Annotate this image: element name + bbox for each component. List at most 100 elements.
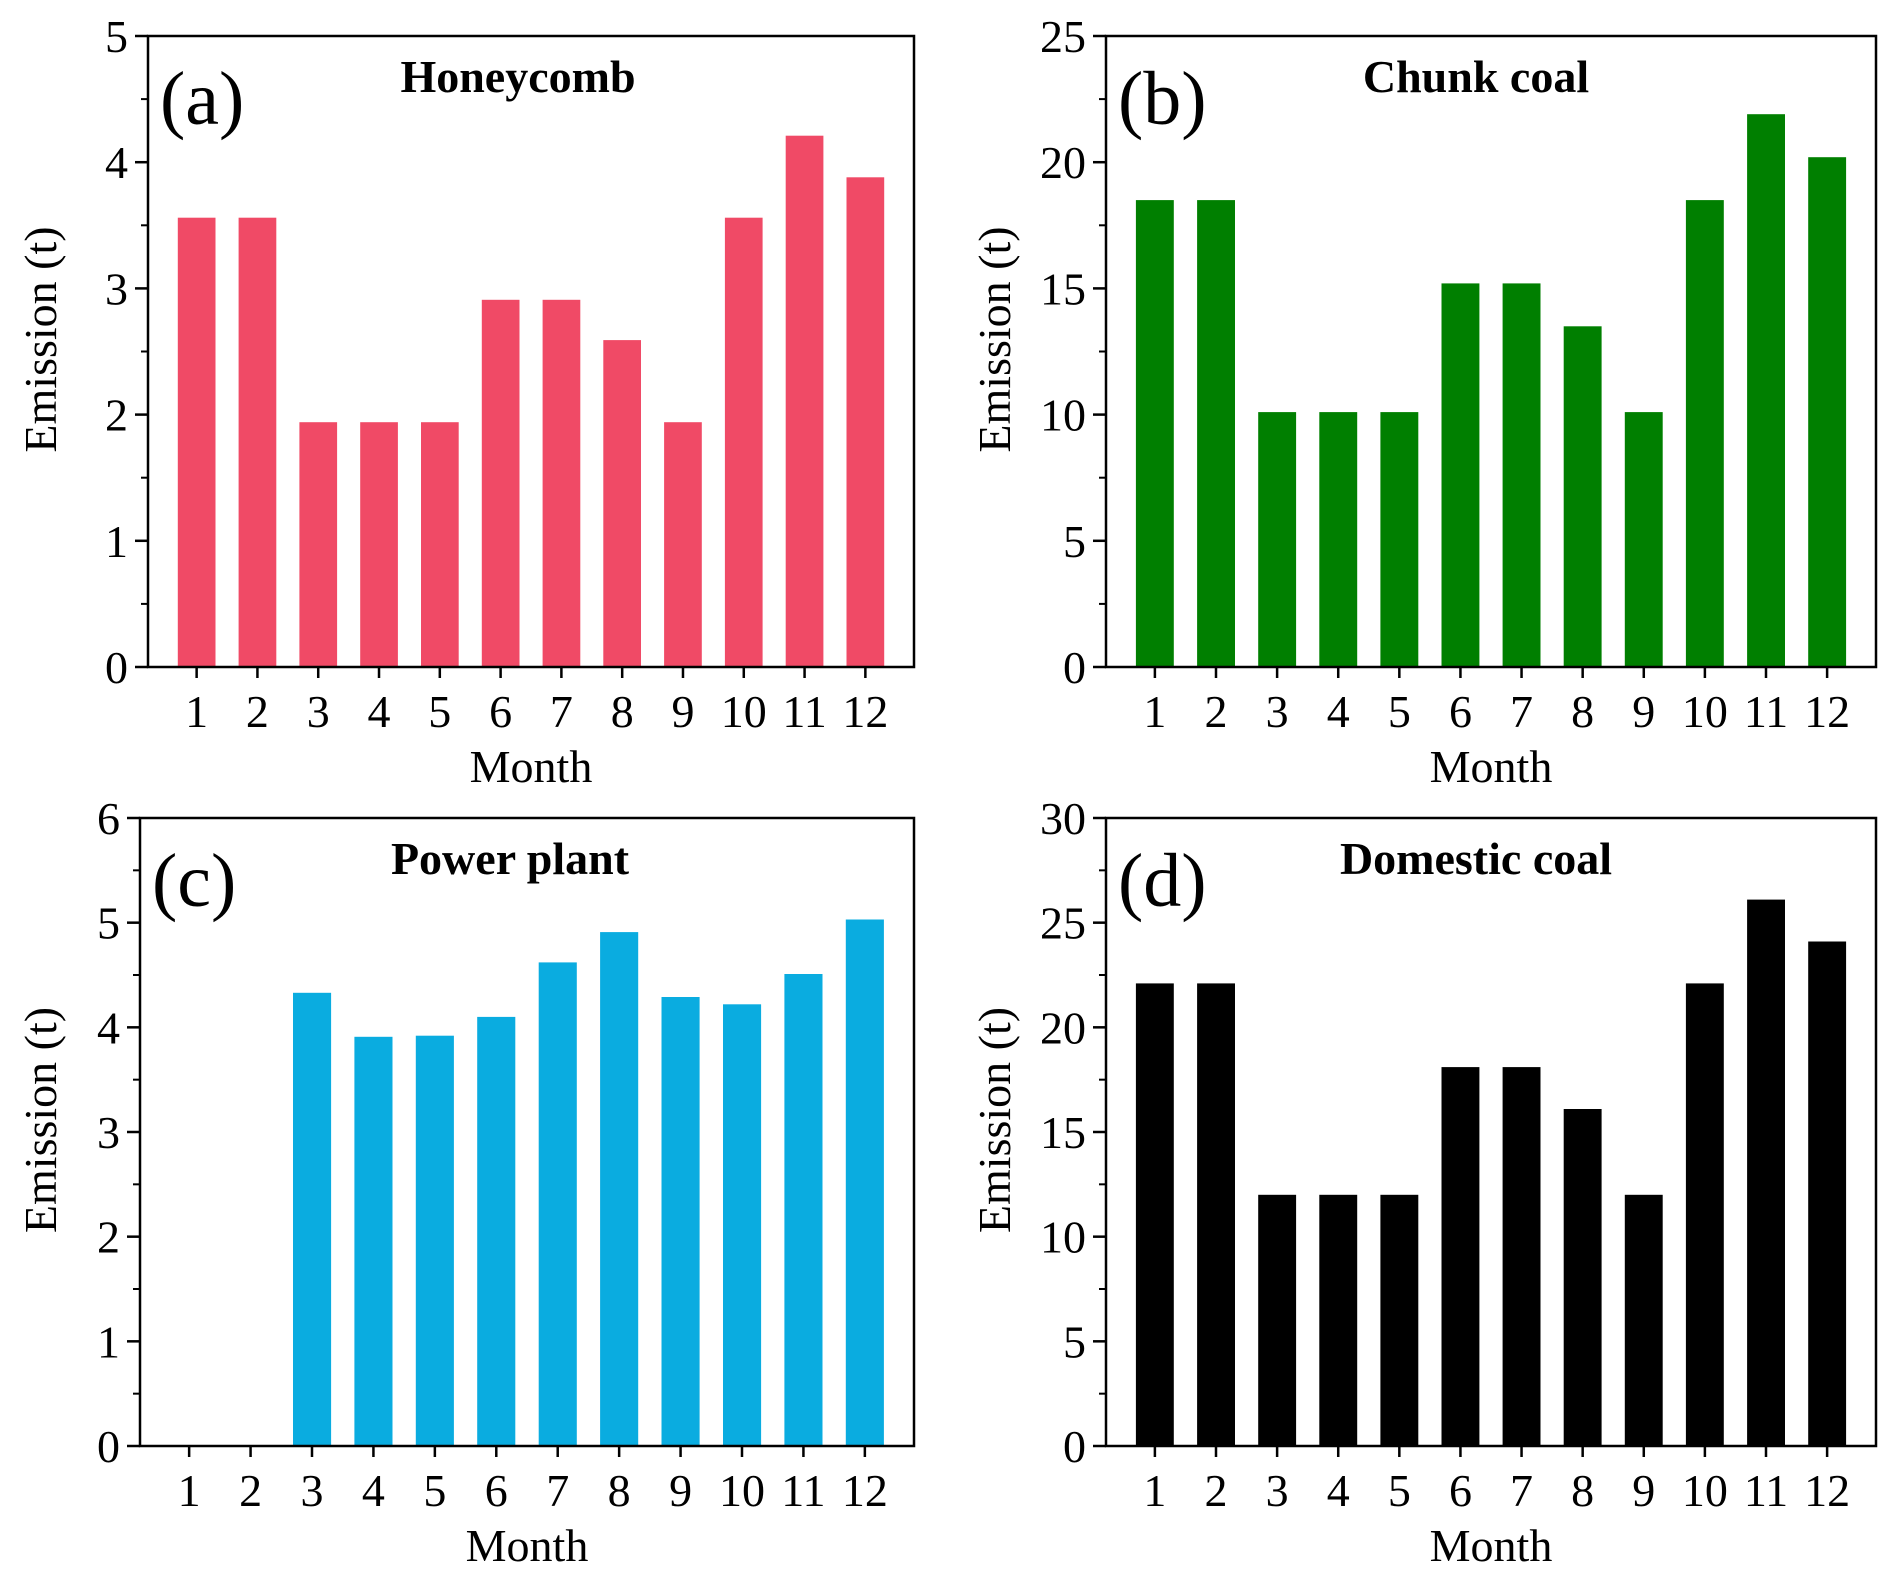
bar-month-12 <box>845 919 884 1446</box>
x-tick-label: 2 <box>1205 1465 1228 1516</box>
bar-month-8 <box>1563 326 1602 667</box>
y-tick-label: 2 <box>105 390 128 441</box>
x-tick-label: 7 <box>1510 1465 1533 1516</box>
bar-month-11 <box>784 974 823 1446</box>
x-tick-label: 6 <box>1449 686 1472 737</box>
y-tick-label: 0 <box>1063 1421 1086 1472</box>
bar-month-2 <box>1197 983 1235 1446</box>
bar-month-8 <box>1563 1109 1602 1446</box>
x-tick-label: 4 <box>1327 1465 1350 1516</box>
bar-month-11 <box>1747 899 1785 1446</box>
y-axis-title: Emission (t) <box>969 226 1020 452</box>
x-tick-label: 1 <box>178 1465 201 1516</box>
panel-title: Domestic coal <box>1340 833 1612 884</box>
bar-month-1 <box>177 217 216 667</box>
x-axis-title: Month <box>1430 741 1553 792</box>
bar-month-7 <box>542 299 581 667</box>
y-tick-label: 10 <box>1040 1212 1086 1263</box>
x-tick-label: 4 <box>368 686 391 737</box>
bar-month-6 <box>477 1016 516 1446</box>
x-tick-label: 12 <box>842 1465 888 1516</box>
y-tick-label: 15 <box>1040 1107 1086 1158</box>
x-tick-label: 11 <box>781 1465 825 1516</box>
x-tick-label: 3 <box>301 1465 324 1516</box>
bar-month-4 <box>1319 412 1358 667</box>
x-tick-label: 12 <box>1804 686 1850 737</box>
bar-month-8 <box>603 340 641 667</box>
x-tick-label: 8 <box>611 686 634 737</box>
bar-month-2 <box>238 217 277 667</box>
x-tick-label: 5 <box>423 1465 446 1516</box>
bar-month-5 <box>421 422 459 667</box>
bar-month-9 <box>664 422 702 667</box>
bar-month-4 <box>1319 1194 1358 1446</box>
y-axis-title: Emission (t) <box>15 226 66 452</box>
bar-month-5 <box>1380 1194 1419 1446</box>
y-tick-label: 5 <box>1063 516 1086 567</box>
x-tick-label: 10 <box>1682 1465 1728 1516</box>
y-tick-label: 15 <box>1040 263 1086 314</box>
x-tick-label: 7 <box>546 1465 569 1516</box>
y-tick-label: 30 <box>1040 793 1086 844</box>
y-tick-label: 6 <box>97 793 120 844</box>
y-tick-label: 25 <box>1040 898 1086 949</box>
panel-label: (b) <box>1118 57 1207 141</box>
x-tick-label: 9 <box>1632 686 1655 737</box>
y-tick-label: 0 <box>1063 642 1086 693</box>
panel-label: (d) <box>1118 839 1207 923</box>
y-tick-label: 20 <box>1040 1002 1086 1053</box>
bar-month-11 <box>785 135 824 667</box>
panel-label: (a) <box>160 57 244 141</box>
bar-month-10 <box>1685 200 1724 667</box>
panel-title: Chunk coal <box>1363 51 1589 102</box>
x-tick-label: 1 <box>1143 686 1166 737</box>
x-tick-label: 10 <box>719 1465 765 1516</box>
x-axis-title: Month <box>1430 1520 1553 1571</box>
y-tick-label: 5 <box>105 11 128 62</box>
x-tick-label: 2 <box>1205 686 1228 737</box>
x-tick-label: 2 <box>239 1465 262 1516</box>
x-tick-label: 8 <box>1571 1465 1594 1516</box>
y-tick-label: 25 <box>1040 11 1086 62</box>
y-tick-label: 5 <box>1063 1316 1086 1367</box>
y-axis-title: Emission (t) <box>969 1007 1020 1233</box>
bar-month-6 <box>1441 283 1480 667</box>
x-tick-label: 7 <box>1510 686 1533 737</box>
x-tick-label: 1 <box>1143 1465 1166 1516</box>
bar-month-3 <box>1258 1194 1297 1446</box>
y-tick-label: 5 <box>97 898 120 949</box>
bar-month-9 <box>1624 412 1663 667</box>
x-tick-label: 5 <box>1388 686 1411 737</box>
x-tick-label: 6 <box>1449 1465 1472 1516</box>
y-tick-label: 3 <box>105 263 128 314</box>
bar-month-2 <box>1197 200 1235 667</box>
bar-month-11 <box>1747 114 1785 667</box>
bar-month-7 <box>1502 1067 1541 1446</box>
y-tick-label: 10 <box>1040 390 1086 441</box>
bar-month-12 <box>1808 941 1847 1446</box>
bar-month-12 <box>1808 157 1847 667</box>
x-tick-label: 5 <box>1388 1465 1411 1516</box>
y-axis-title: Emission (t) <box>15 1007 66 1233</box>
x-tick-label: 11 <box>782 686 826 737</box>
bar-month-8 <box>600 932 639 1446</box>
bar-month-6 <box>481 299 520 667</box>
bar-month-10 <box>724 217 763 667</box>
bar-month-3 <box>293 992 332 1446</box>
bar-month-3 <box>299 422 338 667</box>
x-tick-label: 6 <box>485 1465 508 1516</box>
y-tick-label: 2 <box>97 1212 120 1263</box>
bar-month-4 <box>354 1036 393 1446</box>
bar-month-9 <box>1624 1194 1663 1446</box>
x-axis-title: Month <box>470 741 593 792</box>
x-tick-label: 9 <box>671 686 694 737</box>
y-tick-label: 0 <box>97 1421 120 1472</box>
x-tick-label: 5 <box>428 686 451 737</box>
bar-month-10 <box>1685 983 1724 1446</box>
bar-month-9 <box>661 997 700 1446</box>
